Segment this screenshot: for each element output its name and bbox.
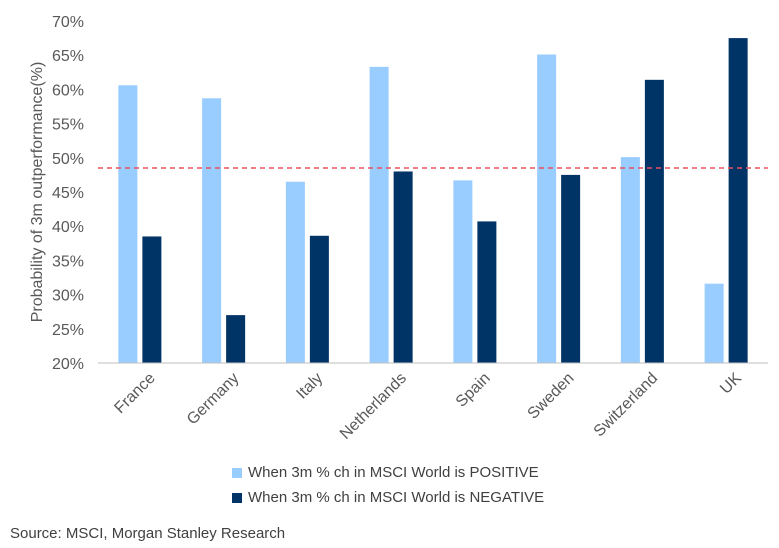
legend-label-positive: When 3m % ch in MSCI World is POSITIVE xyxy=(248,464,539,481)
y-tick-label: 60% xyxy=(52,82,84,99)
legend: When 3m % ch in MSCI World is POSITIVE W… xyxy=(232,460,544,510)
y-tick-label: 70% xyxy=(52,14,84,31)
bar-netherlands-negative xyxy=(393,171,413,363)
y-tick-label: 50% xyxy=(52,151,84,168)
x-tick-label: Sweden xyxy=(525,370,578,423)
y-tick-label: 55% xyxy=(52,117,84,134)
bar-italy-negative xyxy=(309,235,329,363)
bar-spain-positive xyxy=(453,180,473,363)
y-tick-label: 35% xyxy=(52,253,84,270)
bar-chart: 20% 25% 30% 35% 40% 45% 50% 55% 60% 65% 70% France… xyxy=(29,14,768,443)
bars xyxy=(118,38,748,364)
bar-sweden-negative xyxy=(561,174,581,363)
bar-netherlands-positive xyxy=(369,66,389,363)
y-axis: 20% 25% 30% 35% 40% 45% 50% 55% 60% 65% 70% xyxy=(52,14,84,373)
legend-label-negative: When 3m % ch in MSCI World is NEGATIVE xyxy=(248,489,545,506)
legend-item-positive: When 3m % ch in MSCI World is POSITIVE xyxy=(232,460,544,485)
bar-spain-negative xyxy=(477,221,497,363)
x-tick-label: Spain xyxy=(453,370,494,411)
bar-switzerland-positive xyxy=(620,157,640,363)
x-tick-label: France xyxy=(111,370,158,417)
x-tick-label: Germany xyxy=(184,370,243,429)
x-tick-label: Italy xyxy=(293,370,326,403)
x-tick-label: Switzerland xyxy=(591,370,662,441)
legend-swatch-negative xyxy=(232,492,242,503)
y-tick-label: 40% xyxy=(52,219,84,236)
legend-swatch-positive xyxy=(232,467,242,478)
x-tick-label: UK xyxy=(717,370,745,398)
y-tick-label: 45% xyxy=(52,185,84,202)
y-axis-label: Probability of 3m outperformance(%) xyxy=(29,62,46,323)
bar-switzerland-negative xyxy=(644,79,664,363)
bar-france-positive xyxy=(118,85,138,364)
y-tick-label: 30% xyxy=(52,288,84,305)
bar-uk-negative xyxy=(728,38,748,363)
bar-uk-positive xyxy=(704,283,724,363)
bar-italy-positive xyxy=(285,181,305,363)
y-tick-label: 20% xyxy=(52,356,84,373)
bar-germany-positive xyxy=(202,98,222,364)
y-tick-label: 65% xyxy=(52,48,84,65)
legend-item-negative: When 3m % ch in MSCI World is NEGATIVE xyxy=(232,485,544,510)
bar-germany-negative xyxy=(226,315,246,363)
x-axis: France Germany Italy Netherlands Spain Sweden… xyxy=(98,362,768,443)
source-note: Source: MSCI, Morgan Stanley Research xyxy=(10,525,286,542)
bar-sweden-positive xyxy=(537,54,557,364)
y-tick-label: 25% xyxy=(52,322,84,339)
bar-france-negative xyxy=(142,236,162,363)
x-tick-label: Netherlands xyxy=(337,370,410,443)
